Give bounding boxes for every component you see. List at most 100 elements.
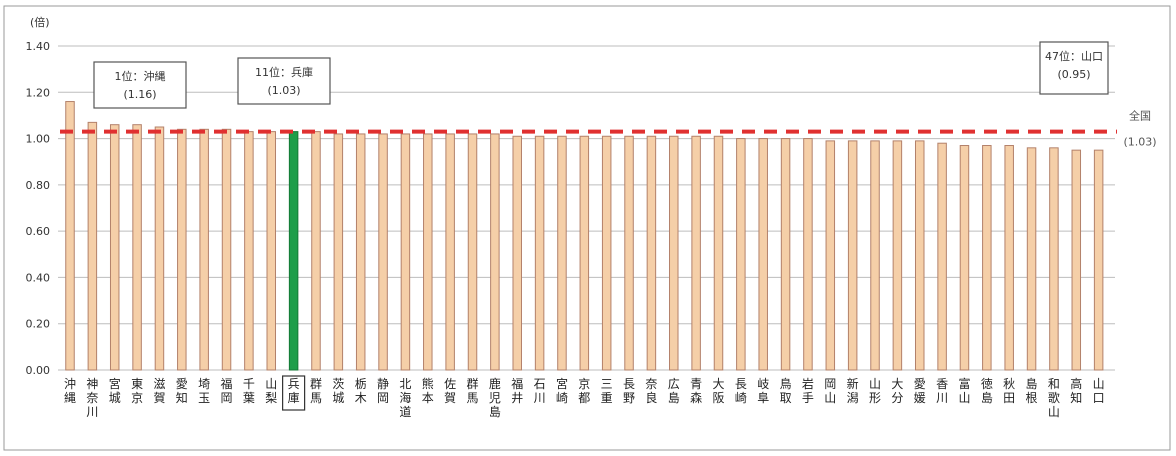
x-tick-char: 山 xyxy=(265,377,277,391)
bar xyxy=(467,133,478,371)
bar xyxy=(490,133,500,371)
x-axis-labels: 沖縄神奈川宮城東京滋賀愛知埼玉福岡千葉山梨兵庫群馬茨城栃木静岡北海道熊本佐賀群馬… xyxy=(64,375,1105,419)
x-tick-char: 分 xyxy=(891,391,903,405)
bar xyxy=(601,135,612,371)
x-tick-label: 千葉 xyxy=(243,377,255,405)
x-tick-char: 兵 xyxy=(288,377,300,391)
x-tick-char: 縄 xyxy=(64,390,76,405)
x-tick-char: 山 xyxy=(869,377,881,391)
x-tick-char: 崎 xyxy=(735,391,747,405)
x-tick-char: 田 xyxy=(1003,391,1015,405)
x-tick-label: 東京 xyxy=(131,377,143,405)
callout-box xyxy=(1039,41,1109,95)
callout-title: 47位：山口 xyxy=(1045,49,1103,63)
x-tick-char: 奈 xyxy=(645,377,657,391)
x-tick-char: 阪 xyxy=(712,391,724,405)
x-tick-char: 良 xyxy=(645,390,657,405)
y-tick-label: 1.40 xyxy=(26,40,51,53)
x-tick-label: 静岡 xyxy=(377,377,389,405)
x-tick-char: 熊 xyxy=(422,376,434,391)
bar xyxy=(803,138,813,371)
bar xyxy=(646,135,657,371)
bar xyxy=(65,101,75,371)
y-tick-label: 0.40 xyxy=(26,271,51,284)
x-tick-char: 青 xyxy=(690,377,702,391)
x-tick-label: 熊本 xyxy=(422,376,434,405)
x-tick-label: 群馬 xyxy=(467,377,479,405)
x-tick-char: 梨 xyxy=(265,391,277,405)
x-tick-char: 島 xyxy=(668,390,680,405)
highlight-label-box xyxy=(282,375,306,411)
x-tick-label: 山形 xyxy=(869,377,881,405)
x-tick-char: 馬 xyxy=(310,391,322,405)
callout-title: 1位：沖縄 xyxy=(115,69,166,83)
x-tick-char: 千 xyxy=(243,377,255,391)
x-tick-label: 栃木 xyxy=(355,377,367,405)
national-average-label: 全国 xyxy=(1129,109,1151,123)
x-tick-label: 三重 xyxy=(601,377,613,405)
x-tick-label: 群馬 xyxy=(310,377,322,405)
x-tick-char: 島 xyxy=(1026,376,1038,391)
x-tick-char: 道 xyxy=(399,405,411,419)
x-tick-char: 知 xyxy=(1070,391,1082,405)
x-tick-char: 大 xyxy=(712,377,724,391)
x-tick-char: 賀 xyxy=(444,391,456,405)
x-tick-label: 埼玉 xyxy=(198,377,210,405)
x-tick-char: 滋 xyxy=(153,377,165,391)
x-tick-label: 岐阜 xyxy=(757,377,769,405)
x-tick-char: 福 xyxy=(511,376,523,391)
national-average-value: (1.03) xyxy=(1123,136,1156,149)
x-tick-label: 秋田 xyxy=(1003,377,1015,405)
bar xyxy=(579,135,590,371)
bar xyxy=(758,138,768,371)
x-tick-char: 東 xyxy=(131,377,143,391)
bar xyxy=(1004,145,1014,371)
bar xyxy=(736,138,746,371)
x-tick-char: 島 xyxy=(489,404,501,419)
x-tick-char: 神 xyxy=(86,377,98,391)
bar xyxy=(892,140,903,371)
callout-value: (1.16) xyxy=(123,88,156,101)
x-tick-label: 愛媛 xyxy=(914,377,926,405)
x-tick-label: 京都 xyxy=(578,377,590,405)
x-tick-label: 新潟 xyxy=(847,376,859,405)
x-tick-char: 岡 xyxy=(377,391,389,405)
y-tick-label: 1.00 xyxy=(26,133,51,146)
x-tick-char: 城 xyxy=(332,391,344,405)
x-tick-char: 石 xyxy=(534,377,546,391)
x-tick-char: 香 xyxy=(936,377,948,391)
x-tick-char: 新 xyxy=(847,376,859,391)
x-tick-char: 奈 xyxy=(86,391,98,405)
x-tick-char: 山 xyxy=(1048,405,1060,419)
bar xyxy=(355,133,366,371)
x-tick-label: 大阪 xyxy=(712,377,724,405)
x-tick-label: 和歌山 xyxy=(1048,377,1060,419)
x-tick-label: 青森 xyxy=(690,377,702,405)
x-tick-char: 野 xyxy=(623,391,635,405)
x-tick-label: 広島 xyxy=(668,377,680,405)
x-tick-label: 高知 xyxy=(1070,376,1082,405)
bar xyxy=(825,140,836,371)
x-tick-label: 宮崎 xyxy=(556,376,568,405)
x-tick-char: 川 xyxy=(936,391,948,405)
x-tick-char: 栃 xyxy=(355,377,367,391)
x-tick-char: 海 xyxy=(399,390,411,405)
x-tick-label: 宮城 xyxy=(109,376,121,405)
x-tick-char: 和 xyxy=(1048,377,1060,391)
x-tick-char: 知 xyxy=(176,391,188,405)
bar xyxy=(624,135,634,371)
x-tick-char: 山 xyxy=(1093,377,1105,391)
bar xyxy=(870,140,880,371)
bar xyxy=(132,124,142,371)
bar xyxy=(691,135,701,371)
bar xyxy=(244,131,254,371)
x-tick-char: 高 xyxy=(1070,376,1082,391)
callout-title: 11位：兵庫 xyxy=(255,65,313,79)
x-tick-label: 沖縄 xyxy=(64,377,76,405)
bar xyxy=(914,140,925,371)
bar xyxy=(87,121,98,371)
x-tick-label: 大分 xyxy=(891,377,903,405)
bar xyxy=(669,135,679,371)
bar xyxy=(154,126,165,371)
x-tick-label: 石川 xyxy=(534,377,546,405)
